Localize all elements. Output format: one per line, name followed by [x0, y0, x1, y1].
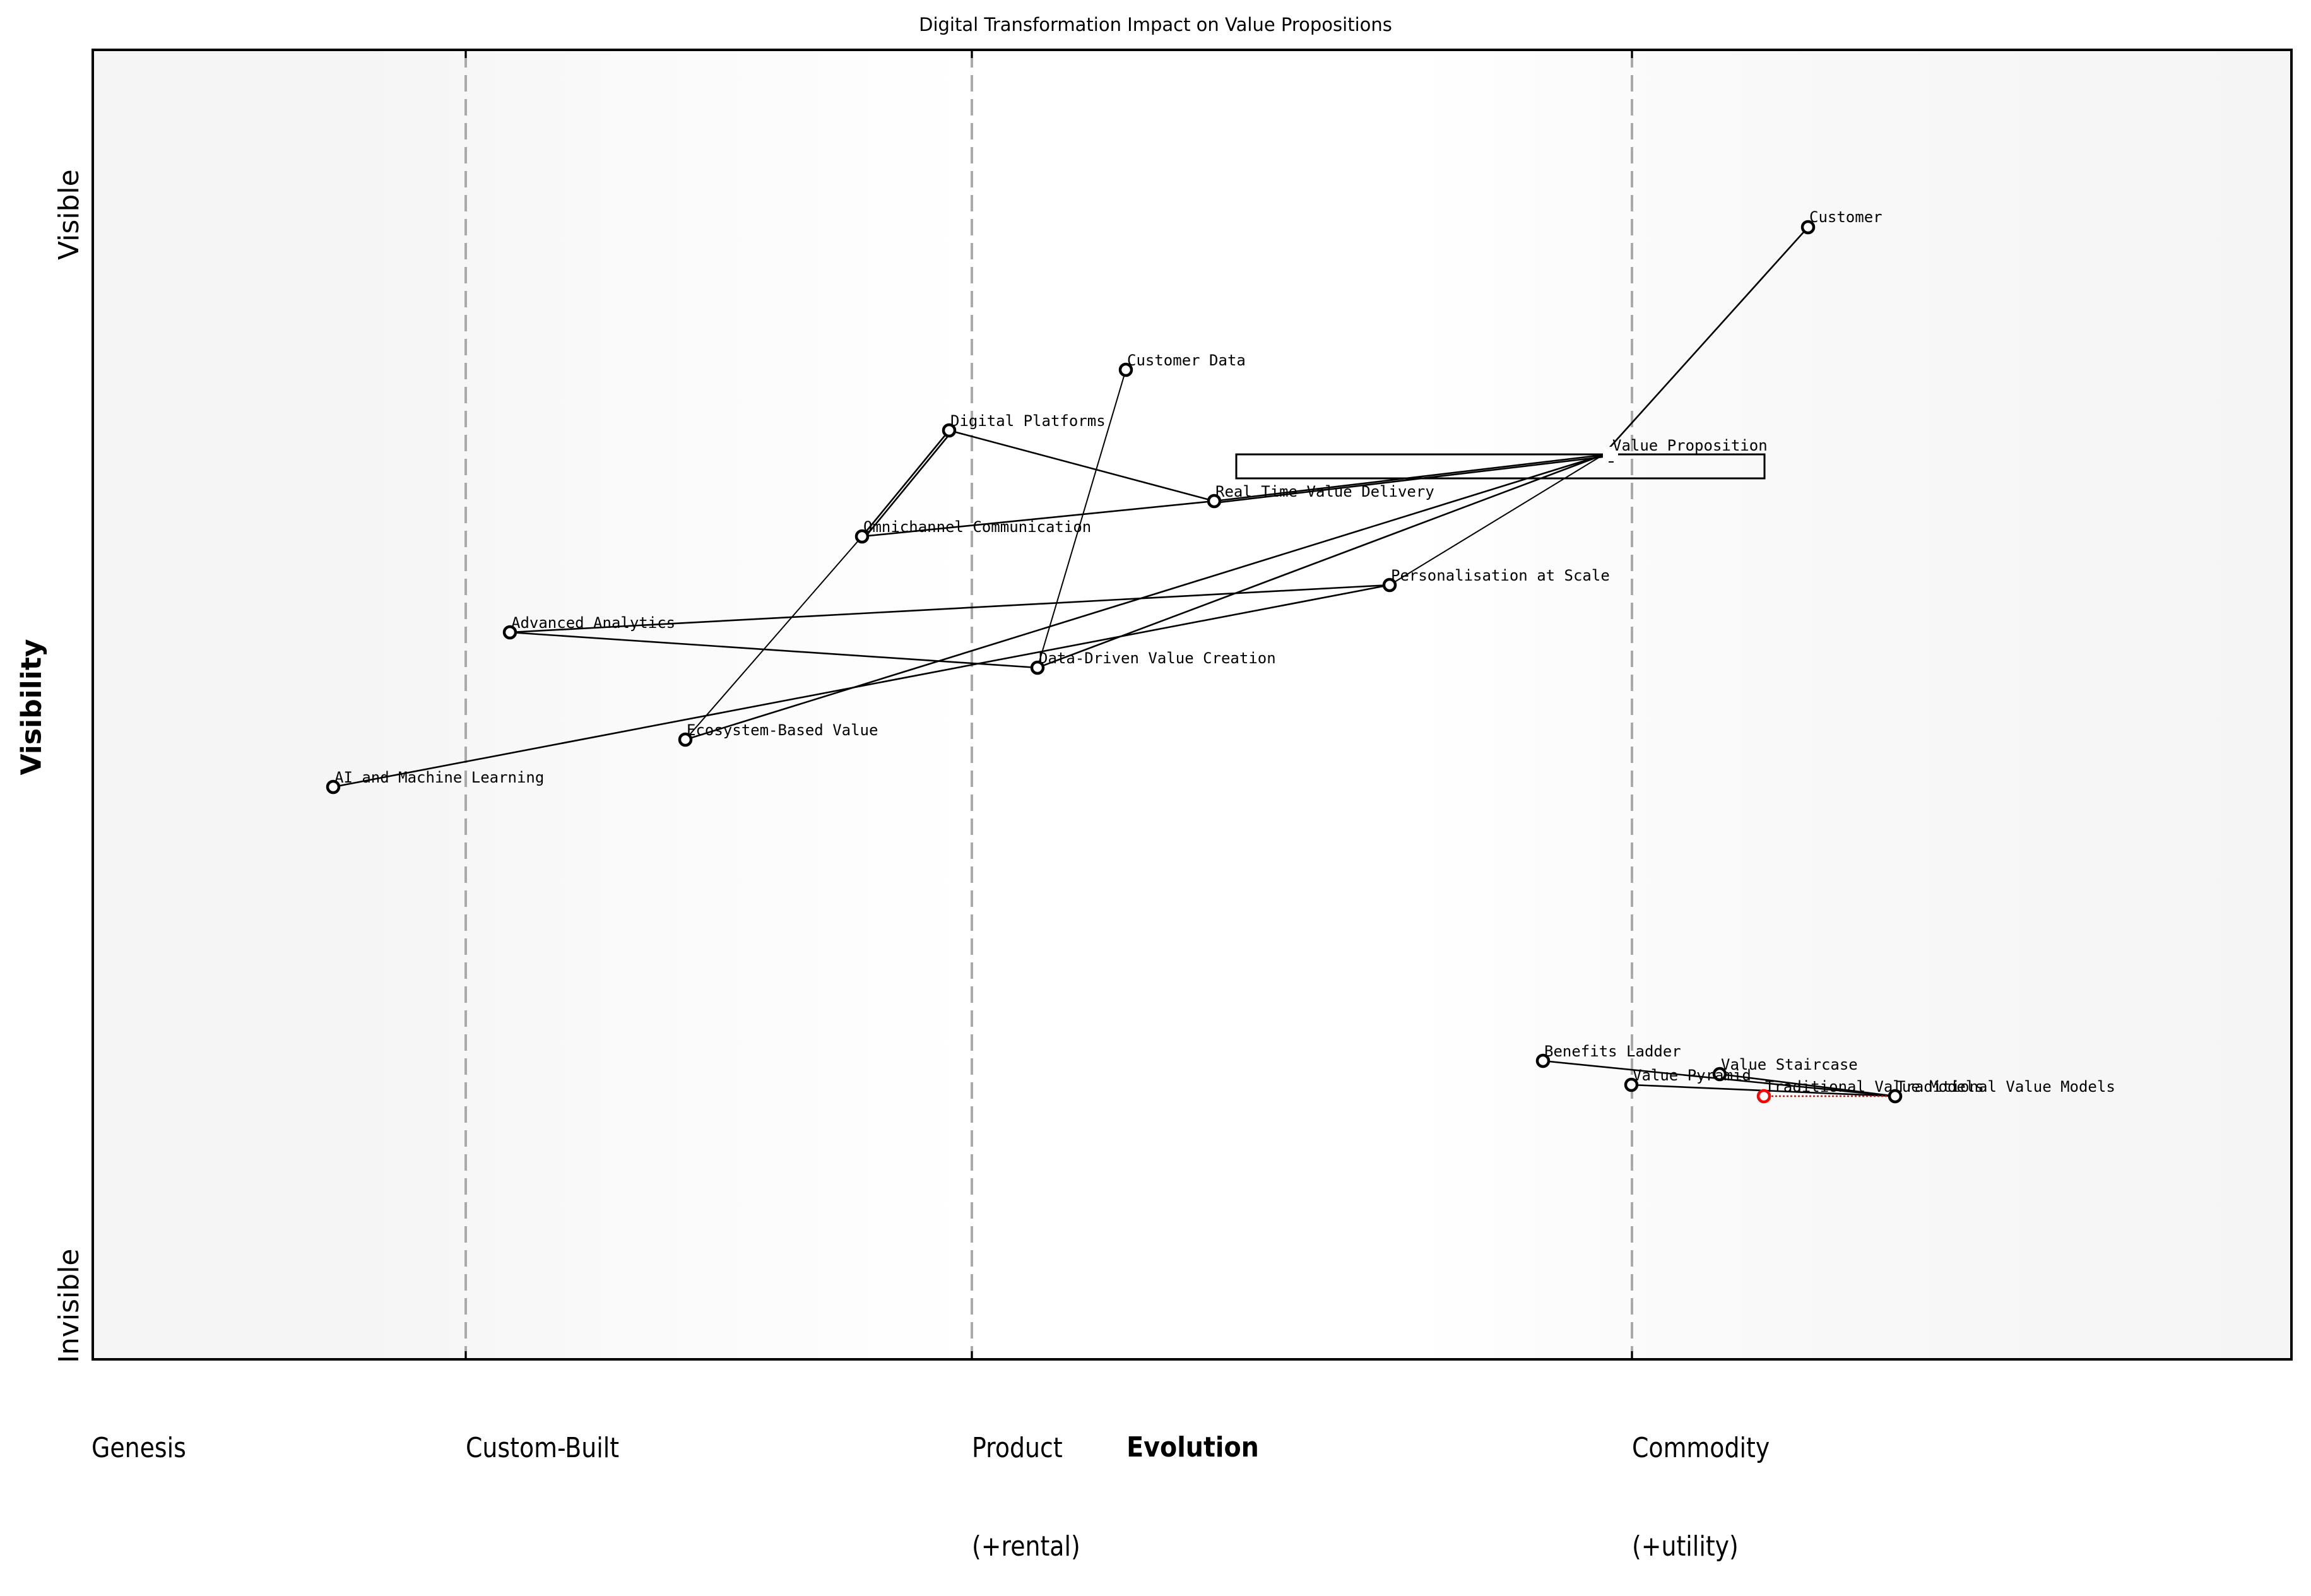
- label-real-time-value-delivery: Real Time Value Delivery: [1215, 483, 1434, 500]
- x-tick-custom-built: Custom-Built: [466, 1432, 620, 1464]
- label-value-staircase: Value Staircase: [1721, 1056, 1858, 1073]
- label-traditional-value-models: Traditional Value Models: [1896, 1078, 2115, 1096]
- y-axis-label: Visibility: [15, 639, 48, 776]
- x-axis-label: Evolution: [1126, 1431, 1259, 1463]
- node-digital-platforms[interactable]: [942, 423, 957, 438]
- component-nodes[interactable]: [326, 220, 1903, 1104]
- node-personalisation-at-scale[interactable]: [1382, 577, 1397, 593]
- node-data-driven-value-creation[interactable]: [1030, 660, 1045, 675]
- stage-dividers: [464, 51, 1633, 1358]
- link-vp-ecosystem: [685, 454, 1604, 741]
- label-value-pyramid: Value Pyramid: [1633, 1067, 1751, 1084]
- label-traditional-value-models-evolved: Traditional Value Models: [1765, 1078, 1984, 1096]
- x-tick-genesis: Genesis: [92, 1432, 186, 1464]
- node-traditional-value-models-evolved[interactable]: [1756, 1089, 1771, 1104]
- label-customer: Customer: [1809, 208, 1882, 226]
- label-personalisation-at-scale: Personalisation at Scale: [1391, 567, 1610, 584]
- node-value-pyramid[interactable]: [1624, 1077, 1639, 1092]
- link-ecosystem-omnichannel: [685, 536, 863, 740]
- label-benefits-ladder: Benefits Ladder: [1544, 1043, 1681, 1060]
- value-proposition-box: [1235, 453, 1766, 480]
- wardley-map: Customer Customer Data Digital Platforms…: [326, 50, 2115, 1359]
- label-data-driven-value-creation: Data-Driven Value Creation: [1039, 649, 1276, 667]
- node-ecosystem-based-value[interactable]: [678, 732, 693, 747]
- link-digital-platforms-real-time: [949, 429, 1215, 502]
- link-vp-personalisation: [1389, 454, 1604, 586]
- label-ecosystem-based-value: Ecosystem-Based Value: [687, 721, 878, 739]
- node-benefits-ladder[interactable]: [1535, 1053, 1551, 1068]
- link-analytics-personalisation: [509, 584, 1390, 634]
- value-proposition-marker: [1603, 447, 1618, 463]
- component-labels: Customer Customer Data Digital Platforms…: [334, 208, 2115, 1096]
- link-vp-data-driven: [1037, 454, 1604, 669]
- label-customer-data: Customer Data: [1127, 352, 1246, 369]
- label-omnichannel-communication: Omnichannel Communication: [863, 518, 1091, 536]
- label-digital-platforms: Digital Platforms: [950, 412, 1106, 430]
- label-value-proposition: Value Proposition: [1612, 437, 1768, 454]
- link-analytics-data-driven: [509, 631, 1038, 669]
- link-vp-real-time-b: [1214, 456, 1604, 504]
- x-tick-commodity: Commodity (+utility): [1632, 1432, 1770, 1563]
- label-advanced-analytics: Advanced Analytics: [511, 614, 675, 632]
- link-customer-data-data-driven: [1037, 369, 1126, 668]
- map-plot-area: [92, 49, 2293, 1361]
- link-vp-real-time-a: [1214, 454, 1604, 502]
- dependency-links: [333, 227, 1896, 1097]
- link-omnichannel-digital-platforms-b: [863, 431, 953, 538]
- tick-marks: [464, 50, 1633, 1359]
- chart-title: Digital Transformation Impact on Value P…: [919, 14, 1392, 35]
- node-customer-data[interactable]: [1118, 362, 1133, 377]
- node-traditional-value-models[interactable]: [1888, 1089, 1903, 1104]
- node-customer[interactable]: [1800, 220, 1816, 235]
- link-ai-personalisation: [333, 584, 1390, 788]
- x-tick-product: Product (+rental): [972, 1432, 1080, 1563]
- node-value-staircase[interactable]: [1712, 1067, 1727, 1082]
- link-customer-value-proposition: [1602, 227, 1809, 456]
- y-axis-top-label: Visible: [53, 169, 85, 260]
- node-advanced-analytics[interactable]: [502, 625, 517, 640]
- node-omnichannel-communication[interactable]: [854, 529, 870, 544]
- node-real-time-value-delivery[interactable]: [1207, 494, 1222, 509]
- link-tvm-value-staircase: [1719, 1073, 1896, 1097]
- label-ai-machine-learning: AI and Machine Learning: [334, 769, 544, 786]
- link-omnichannel-real-time: [861, 500, 1215, 538]
- y-axis-bottom-label: Invisible: [53, 1248, 85, 1364]
- node-ai-machine-learning[interactable]: [326, 779, 341, 795]
- link-omnichannel-digital-platforms-a: [861, 430, 950, 537]
